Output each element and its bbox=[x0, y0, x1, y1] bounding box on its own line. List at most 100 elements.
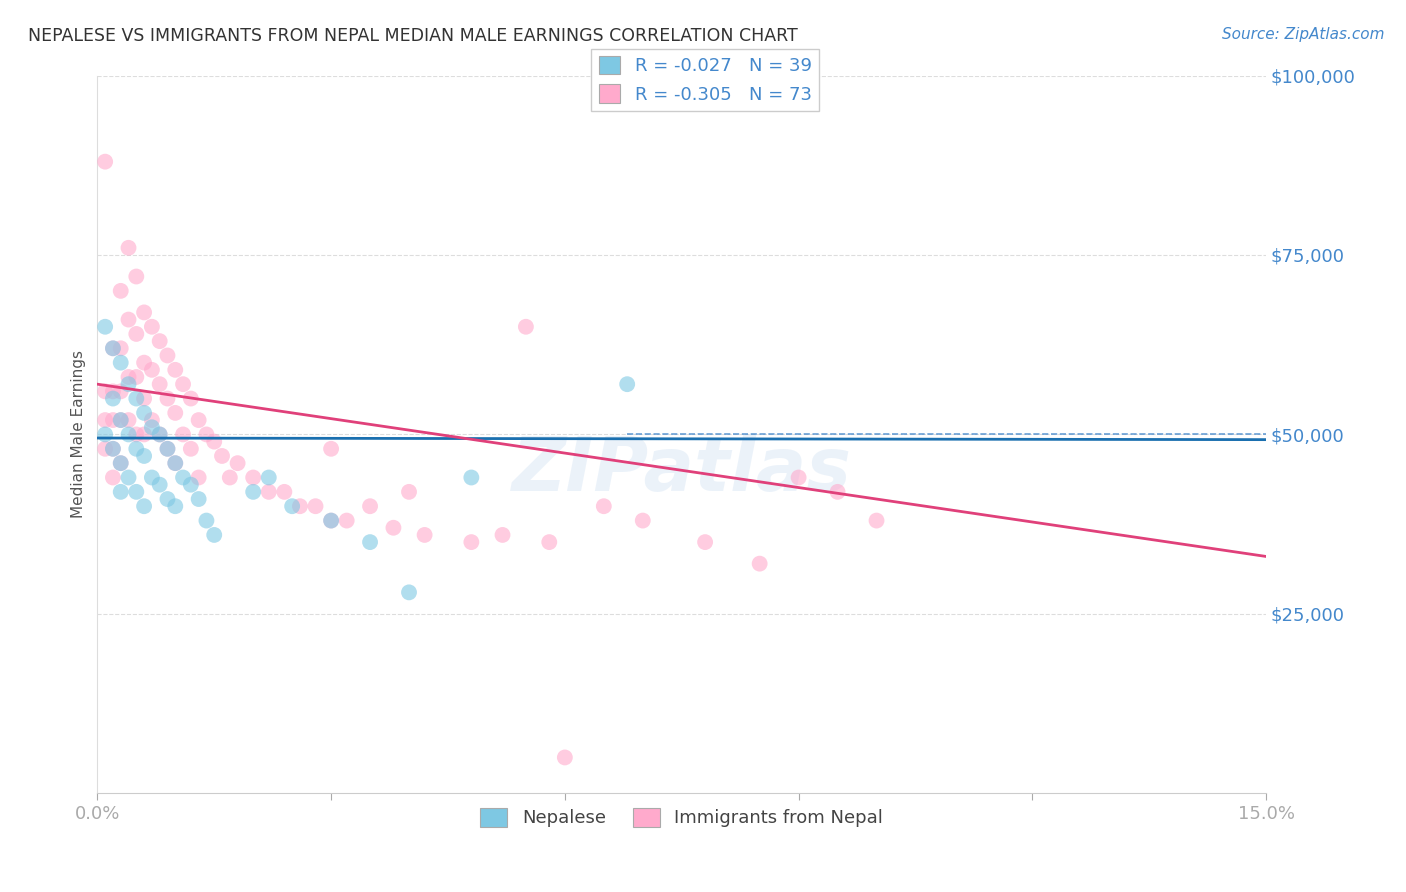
Point bbox=[165, 456, 187, 470]
Point bbox=[187, 413, 209, 427]
Point bbox=[117, 370, 139, 384]
Point bbox=[125, 326, 148, 341]
Point bbox=[110, 484, 132, 499]
Point bbox=[149, 477, 172, 491]
Point bbox=[226, 456, 249, 470]
Point bbox=[460, 535, 482, 549]
Point bbox=[101, 470, 124, 484]
Point bbox=[156, 349, 179, 363]
Point bbox=[172, 470, 194, 484]
Point bbox=[592, 500, 614, 514]
Point bbox=[187, 491, 209, 506]
Point bbox=[156, 442, 179, 456]
Point bbox=[538, 535, 561, 549]
Point bbox=[141, 413, 163, 427]
Point bbox=[748, 557, 770, 571]
Point bbox=[787, 470, 810, 484]
Point bbox=[110, 284, 132, 298]
Point bbox=[101, 341, 124, 355]
Point bbox=[288, 500, 311, 514]
Point bbox=[413, 528, 436, 542]
Point bbox=[319, 442, 342, 456]
Point bbox=[554, 750, 576, 764]
Point bbox=[149, 377, 172, 392]
Point bbox=[865, 514, 887, 528]
Point bbox=[827, 484, 849, 499]
Point bbox=[141, 420, 163, 434]
Point bbox=[616, 377, 638, 392]
Point bbox=[125, 484, 148, 499]
Point bbox=[242, 470, 264, 484]
Point bbox=[94, 154, 117, 169]
Legend: Nepalese, Immigrants from Nepal: Nepalese, Immigrants from Nepal bbox=[472, 801, 890, 835]
Point bbox=[398, 484, 420, 499]
Point bbox=[125, 269, 148, 284]
Point bbox=[125, 370, 148, 384]
Point bbox=[187, 470, 209, 484]
Point bbox=[359, 500, 381, 514]
Point bbox=[202, 528, 225, 542]
Point bbox=[117, 413, 139, 427]
Point bbox=[132, 449, 155, 463]
Point bbox=[211, 449, 233, 463]
Point bbox=[94, 442, 117, 456]
Point bbox=[110, 456, 132, 470]
Point bbox=[515, 319, 537, 334]
Point bbox=[273, 484, 295, 499]
Point bbox=[132, 356, 155, 370]
Point bbox=[94, 413, 117, 427]
Point bbox=[110, 413, 132, 427]
Text: NEPALESE VS IMMIGRANTS FROM NEPAL MEDIAN MALE EARNINGS CORRELATION CHART: NEPALESE VS IMMIGRANTS FROM NEPAL MEDIAN… bbox=[28, 27, 797, 45]
Point bbox=[165, 406, 187, 420]
Point bbox=[398, 585, 420, 599]
Point bbox=[132, 305, 155, 319]
Point bbox=[125, 442, 148, 456]
Point bbox=[101, 442, 124, 456]
Y-axis label: Median Male Earnings: Median Male Earnings bbox=[72, 351, 86, 518]
Point bbox=[319, 514, 342, 528]
Point bbox=[304, 500, 326, 514]
Point bbox=[281, 500, 304, 514]
Point bbox=[117, 312, 139, 326]
Point bbox=[110, 413, 132, 427]
Point bbox=[117, 241, 139, 255]
Point bbox=[460, 470, 482, 484]
Point bbox=[117, 470, 139, 484]
Point bbox=[101, 442, 124, 456]
Point bbox=[693, 535, 716, 549]
Point bbox=[141, 319, 163, 334]
Point bbox=[165, 363, 187, 377]
Point bbox=[149, 427, 172, 442]
Point bbox=[172, 377, 194, 392]
Point bbox=[180, 442, 202, 456]
Point bbox=[101, 392, 124, 406]
Point bbox=[94, 427, 117, 442]
Point bbox=[491, 528, 513, 542]
Point bbox=[110, 341, 132, 355]
Point bbox=[94, 319, 117, 334]
Point bbox=[110, 356, 132, 370]
Point bbox=[101, 384, 124, 399]
Point bbox=[172, 427, 194, 442]
Point bbox=[257, 470, 280, 484]
Point bbox=[156, 442, 179, 456]
Point bbox=[336, 514, 359, 528]
Point bbox=[359, 535, 381, 549]
Point bbox=[141, 470, 163, 484]
Point bbox=[132, 427, 155, 442]
Point bbox=[156, 392, 179, 406]
Point bbox=[165, 456, 187, 470]
Point bbox=[257, 484, 280, 499]
Point bbox=[165, 500, 187, 514]
Point bbox=[180, 477, 202, 491]
Point bbox=[132, 500, 155, 514]
Point bbox=[202, 434, 225, 449]
Point bbox=[110, 456, 132, 470]
Point bbox=[195, 427, 218, 442]
Point bbox=[110, 384, 132, 399]
Point bbox=[180, 392, 202, 406]
Point bbox=[149, 427, 172, 442]
Point bbox=[132, 392, 155, 406]
Point bbox=[94, 384, 117, 399]
Point bbox=[132, 406, 155, 420]
